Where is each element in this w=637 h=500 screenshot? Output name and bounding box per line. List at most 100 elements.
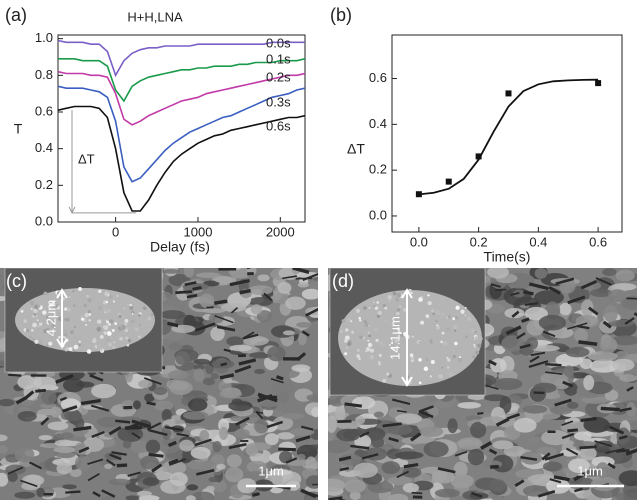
inset-grain — [378, 360, 381, 363]
crack — [184, 281, 197, 287]
crack — [396, 470, 410, 479]
inset-grain — [375, 338, 379, 343]
inset-grain — [108, 342, 112, 347]
inset-grain — [344, 352, 348, 356]
crack — [101, 489, 116, 498]
crack — [229, 278, 250, 287]
grain — [268, 469, 292, 476]
grain — [352, 396, 376, 410]
inset-grain — [108, 294, 113, 299]
crack — [24, 390, 35, 400]
grain — [142, 477, 160, 487]
grain — [219, 426, 229, 440]
crack — [328, 496, 343, 500]
inset-grain — [342, 319, 345, 323]
grain — [117, 426, 144, 442]
grain — [144, 393, 155, 402]
inset-grain — [57, 317, 62, 322]
grain — [297, 282, 309, 288]
crack — [524, 302, 539, 306]
inset-grain — [429, 375, 433, 378]
crack — [574, 487, 583, 493]
grain — [580, 446, 597, 461]
crack — [544, 452, 564, 461]
crack — [595, 277, 612, 286]
inset-grain — [347, 318, 351, 322]
inset-grain — [358, 357, 361, 360]
grain — [395, 413, 423, 424]
inset-grain — [435, 319, 438, 323]
grain — [587, 351, 618, 362]
inset-grain — [441, 366, 444, 369]
x-tick-label: 0.4 — [529, 234, 547, 249]
grain — [185, 495, 196, 500]
inset-grain — [106, 336, 111, 342]
grain — [231, 398, 243, 404]
inset-grain — [374, 327, 379, 332]
crack — [477, 412, 484, 415]
crack — [567, 322, 588, 330]
crack — [519, 343, 531, 349]
grain — [381, 461, 401, 474]
inset-grain — [480, 334, 483, 336]
crack — [59, 396, 67, 402]
crack — [616, 449, 630, 453]
crack — [87, 458, 104, 465]
crack — [15, 396, 27, 405]
grain — [103, 432, 121, 438]
inset-grain — [382, 378, 387, 383]
inset-grain — [79, 314, 83, 318]
grain — [467, 448, 485, 466]
inset-grain — [438, 374, 443, 379]
crack — [62, 405, 78, 413]
grain — [306, 394, 318, 402]
inset-grain — [106, 318, 110, 321]
inset-grain — [118, 314, 122, 318]
crack — [220, 362, 228, 367]
crack — [108, 425, 122, 436]
inset-grain — [440, 312, 446, 317]
grain — [590, 476, 618, 492]
inset-grain — [419, 341, 422, 344]
grain — [246, 442, 272, 451]
annotation: ΔT — [78, 151, 95, 166]
inset-grain — [73, 325, 77, 329]
crack — [516, 332, 526, 340]
grain — [457, 401, 482, 409]
crack — [490, 283, 501, 288]
grain — [470, 421, 487, 438]
inset-grain — [104, 291, 109, 296]
crack — [382, 422, 402, 428]
crack — [151, 463, 163, 473]
crack — [490, 464, 499, 469]
inset-grain — [445, 356, 449, 360]
crack — [65, 490, 81, 494]
inset-grain — [443, 341, 448, 346]
grain — [0, 434, 8, 442]
grain — [611, 283, 637, 291]
crack — [285, 457, 298, 464]
inset-grain — [410, 291, 413, 295]
grain — [289, 428, 315, 436]
chart-title: H+H,LNA — [127, 9, 183, 24]
grain — [568, 458, 590, 474]
inset-grain — [69, 339, 72, 342]
grain — [7, 471, 18, 483]
inset-grain — [378, 353, 382, 357]
grain — [187, 398, 208, 412]
crack — [228, 443, 247, 450]
grain — [503, 445, 526, 457]
inset-grain — [73, 344, 79, 350]
crack — [167, 440, 177, 448]
inset-grain — [356, 354, 361, 358]
crack — [561, 420, 574, 427]
inset-grain — [33, 308, 38, 314]
grain — [450, 474, 474, 489]
inset-grain — [430, 359, 435, 365]
inset-grain — [63, 332, 68, 337]
crack — [80, 398, 101, 406]
inset-grain — [447, 315, 452, 319]
grain — [593, 440, 615, 454]
inset-grain — [389, 344, 391, 346]
crack — [626, 386, 634, 392]
